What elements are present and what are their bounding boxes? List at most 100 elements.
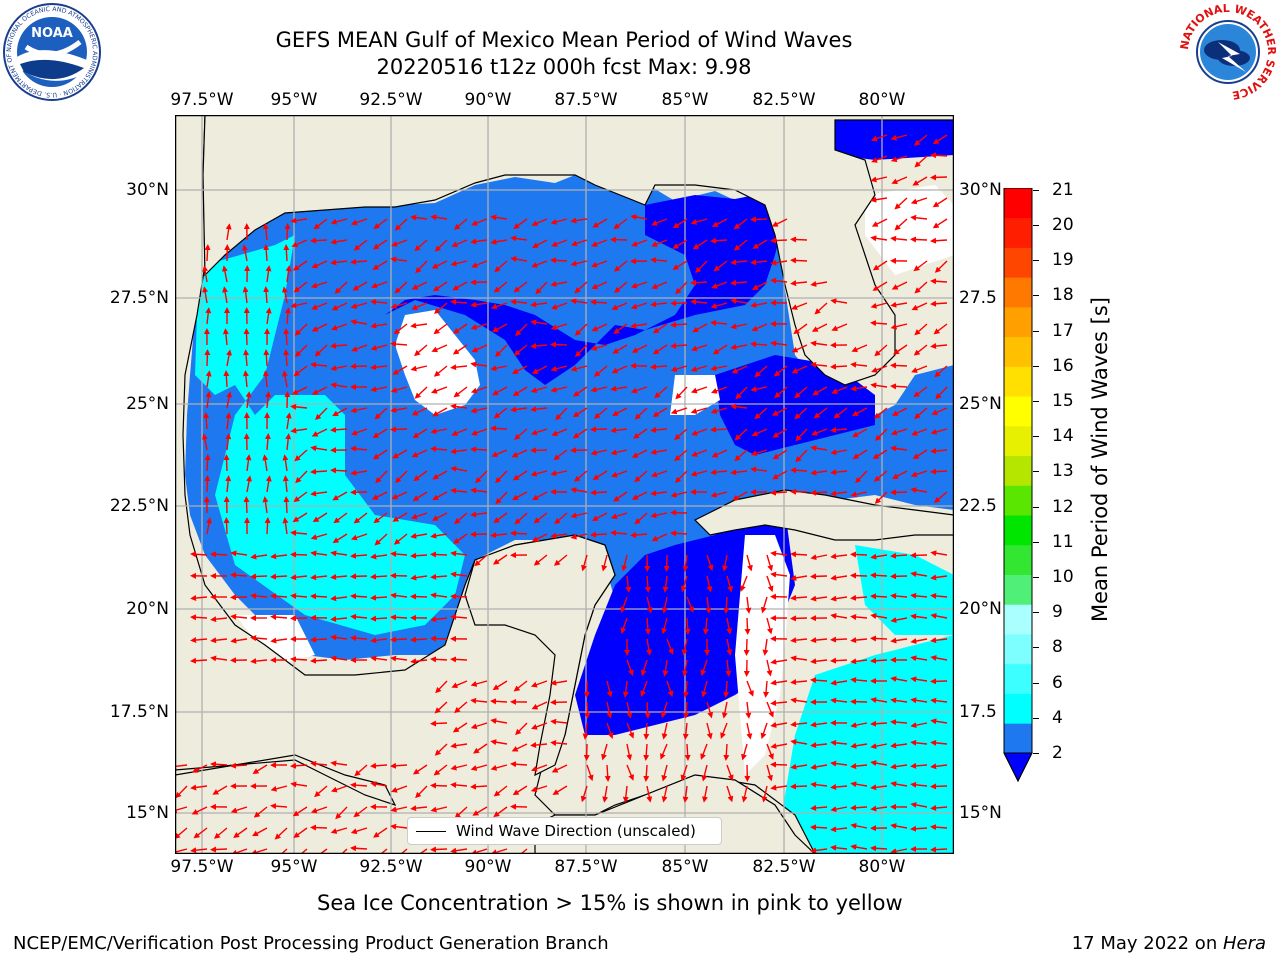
wind-direction-arrow [392, 512, 408, 522]
wind-direction-arrow [680, 575, 688, 593]
wind-direction-arrow [634, 470, 648, 483]
wind-direction-arrow [690, 386, 708, 394]
wind-direction-arrow [666, 638, 674, 655]
wind-direction-arrow [730, 279, 748, 286]
wind-direction-arrow [570, 239, 588, 247]
wind-direction-arrow [282, 517, 289, 535]
wind-direction-arrow [350, 469, 368, 476]
wind-direction-arrow [610, 512, 628, 520]
wind-direction-arrow [870, 176, 888, 183]
wind-direction-arrow [410, 593, 428, 600]
wind-direction-arrow [390, 341, 408, 348]
wind-direction-arrow [645, 638, 652, 656]
wind-direction-arrow [830, 760, 848, 767]
wind-direction-arrow [630, 322, 648, 329]
wind-direction-arrow [602, 785, 609, 803]
wind-direction-arrow [674, 449, 688, 462]
wind-direction-arrow [932, 134, 948, 145]
wind-direction-arrow [370, 553, 388, 560]
wind-direction-arrow [193, 827, 208, 839]
wind-direction-arrow [766, 617, 773, 635]
wind-direction-arrow [412, 428, 428, 439]
wind-direction-arrow [626, 659, 634, 676]
wind-direction-arrow [430, 532, 448, 539]
lat-label-right: 27.5 [959, 288, 997, 308]
footer-credit: NCEP/EMC/Verification Post Processing Pr… [13, 933, 609, 954]
wind-direction-arrow [472, 806, 488, 816]
lat-label-left: 17.5°N [109, 702, 169, 722]
wind-direction-arrow [494, 260, 508, 273]
wind-direction-arrow [592, 218, 608, 228]
wind-direction-arrow [230, 762, 248, 769]
wind-direction-arrow [494, 344, 508, 358]
wind-direction-arrow [291, 239, 308, 248]
wind-direction-arrow [770, 743, 788, 749]
wind-direction-arrow [930, 574, 948, 581]
wind-direction-arrow [432, 281, 448, 292]
wind-direction-arrow [930, 739, 948, 746]
wind-direction-arrow [530, 386, 548, 394]
wind-direction-arrow [830, 657, 848, 664]
map-frame [174, 114, 955, 855]
wind-direction-arrow [230, 572, 248, 579]
wind-direction-arrow [310, 657, 328, 664]
wind-direction-arrow [390, 592, 408, 599]
wind-direction-arrow [650, 301, 668, 308]
noaa-logo-text: NOAA [31, 26, 73, 41]
colorbar-tick-mark [1033, 577, 1039, 578]
wind-direction-arrow [810, 445, 828, 452]
wind-direction-arrow [752, 239, 768, 249]
wind-direction-arrow [450, 593, 468, 600]
wind-direction-arrow [210, 637, 228, 644]
wind-direction-arrow [830, 806, 848, 813]
wind-direction-arrow [930, 846, 948, 853]
wind-direction-arrow [831, 386, 848, 394]
wind-direction-arrow [290, 781, 308, 788]
wind-direction-arrow [372, 239, 388, 250]
wind-direction-arrow [334, 281, 348, 294]
wind-direction-arrow [282, 286, 288, 304]
wind-direction-arrow [415, 785, 428, 799]
wind-direction-arrow [790, 551, 808, 558]
wind-direction-arrow [890, 235, 908, 242]
wind-direction-arrow [290, 551, 308, 558]
wind-direction-arrow [531, 701, 548, 710]
colorbar-tick-mark [1033, 647, 1039, 649]
wind-direction-arrow [814, 302, 828, 315]
wind-direction-arrow [593, 407, 608, 419]
wind-direction-arrow [330, 342, 348, 349]
wind-direction-arrow [890, 155, 908, 163]
wind-direction-arrow [690, 470, 708, 477]
wind-direction-arrow [471, 428, 488, 436]
wind-direction-arrow [660, 743, 668, 760]
wind-direction-arrow [651, 218, 668, 226]
wind-direction-arrow [910, 197, 928, 205]
wind-direction-arrow [713, 260, 728, 272]
wind-direction-arrow [450, 487, 468, 494]
wind-direction-arrow [450, 571, 468, 578]
wind-direction-arrow [451, 680, 468, 689]
wind-direction-arrow [913, 134, 928, 146]
wind-direction-arrow [531, 764, 548, 772]
wind-direction-arrow [453, 218, 468, 230]
colorbar-tick-mark [1033, 682, 1039, 684]
wind-direction-arrow [310, 824, 328, 831]
wind-direction-arrow [492, 680, 508, 691]
wind-direction-arrow [726, 764, 734, 781]
wind-direction-arrow [550, 739, 568, 746]
wind-direction-arrow [890, 697, 908, 704]
wind-direction-arrow [631, 449, 648, 458]
wind-direction-arrow [221, 265, 228, 283]
wind-direction-arrow [495, 491, 508, 505]
wind-direction-arrow [373, 512, 388, 524]
map-svg [170, 114, 955, 861]
wind-direction-arrow [830, 784, 848, 791]
wind-direction-arrow [794, 386, 808, 399]
wind-direction-arrow [293, 281, 308, 293]
wind-direction-arrow [350, 827, 368, 835]
wind-direction-arrow [222, 286, 229, 304]
wind-direction-arrow [512, 491, 528, 501]
legend-line-symbol [416, 830, 446, 832]
wind-direction-arrow [691, 449, 708, 457]
wind-direction-arrow [391, 491, 408, 500]
